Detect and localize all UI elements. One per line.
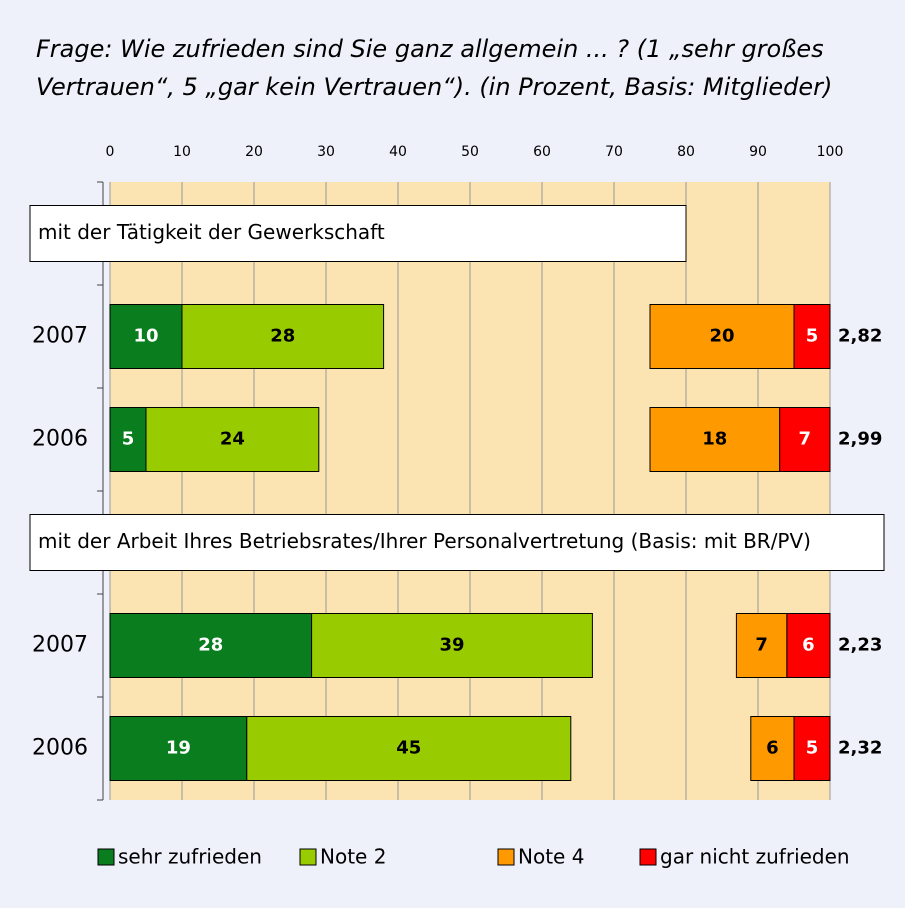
title-line: Frage: Wie zufrieden sind Sie ganz allge… [36,35,824,63]
legend-label: Note 2 [320,845,386,869]
data-label: 5 [806,326,819,347]
legend-swatch [497,848,515,866]
data-label: 18 [702,429,727,450]
legend-label: Note 4 [518,845,584,869]
bar-segment [181,304,385,369]
legend-label: gar nicht zufrieden [660,845,850,869]
x-tick-label: 60 [533,144,551,160]
x-tick-label: 90 [749,144,767,160]
x-tick-label: 40 [389,144,407,160]
title-line: Vertrauen“, 5 „gar kein Vertrauen“). (in… [36,73,832,101]
bar-segment [793,716,831,781]
mean-label: 2,99 [838,429,882,450]
bar-segment [649,407,781,472]
bar-segment [145,407,320,472]
group-header-box [29,514,885,571]
y-tick-label: 2006 [32,736,88,761]
bar-segment [649,304,795,369]
data-label: 45 [396,738,421,759]
bar-segment [311,613,593,678]
bar-segment [109,407,147,472]
legend-label: sehr zufrieden [118,845,262,869]
data-label: 19 [166,738,191,759]
x-tick-label: 10 [173,144,191,160]
data-label: 7 [799,429,812,450]
x-tick-label: 50 [461,144,479,160]
data-label: 20 [709,326,734,347]
legend-swatch [97,848,115,866]
data-label: 5 [806,738,819,759]
bar-segment [109,613,313,678]
y-tick-label: 2007 [32,324,88,349]
y-tick-label: 2007 [32,633,88,658]
mean-label: 2,23 [838,635,882,656]
x-tick-label: 80 [677,144,695,160]
data-label: 5 [122,429,135,450]
x-tick-label: 100 [817,144,844,160]
data-label: 7 [755,635,768,656]
legend-swatch [639,848,657,866]
data-label: 6 [802,635,815,656]
bar-segment [109,716,248,781]
bar-segment [735,613,788,678]
x-tick-label: 70 [605,144,623,160]
data-label: 10 [133,326,158,347]
group-header: mit der Tätigkeit der Gewerkschaft [38,220,385,244]
bar-segment [750,716,795,781]
bar-segment [109,304,183,369]
data-label: 6 [766,738,779,759]
x-tick-label: 20 [245,144,263,160]
y-tick-label: 2006 [32,427,88,452]
bar-segment [246,716,572,781]
mean-label: 2,82 [838,326,882,347]
x-tick-label: 0 [106,144,115,160]
legend-swatch [299,848,317,866]
bar-segment [786,613,831,678]
group-header: mit der Arbeit Ihres Betriebsrates/Ihrer… [38,529,811,553]
bar-segment [793,304,831,369]
x-tick-label: 30 [317,144,335,160]
group-header-box [29,205,687,262]
data-label: 28 [270,326,295,347]
data-label: 39 [439,635,464,656]
mean-label: 2,32 [838,738,882,759]
data-label: 24 [220,429,245,450]
data-label: 28 [198,635,223,656]
bar-segment [779,407,831,472]
